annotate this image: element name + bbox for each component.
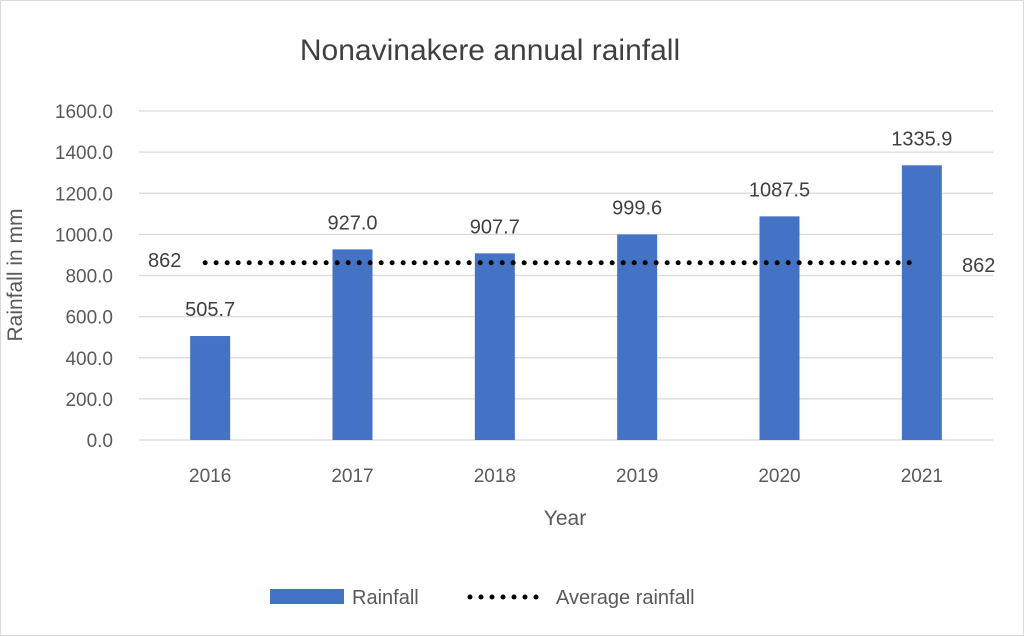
bar-2016 bbox=[190, 336, 231, 440]
y-tick-label-1: 200.0 bbox=[65, 390, 113, 411]
x-tick-label-2020: 2020 bbox=[758, 466, 800, 487]
bar-label-2017: 927.0 bbox=[327, 212, 377, 234]
x-tick-label-2019: 2019 bbox=[616, 466, 658, 487]
y-axis-label: Rainfall in mm bbox=[4, 208, 27, 341]
legend: Rainfall Average rainfall bbox=[270, 587, 695, 609]
bar-2018 bbox=[474, 253, 515, 440]
x-tick-label-2017: 2017 bbox=[331, 466, 373, 487]
chart-title: Nonavinakere annual rainfall bbox=[300, 34, 680, 67]
bar-2021 bbox=[901, 165, 942, 441]
legend-rainfall-label: Rainfall bbox=[352, 587, 419, 609]
x-axis-label: Year bbox=[544, 507, 586, 530]
bar-label-2020: 1087.5 bbox=[749, 179, 810, 201]
bars bbox=[190, 165, 942, 441]
average-label-left: 862 bbox=[148, 250, 181, 272]
average-label-right: 862 bbox=[962, 255, 995, 277]
y-tick-label-4: 800.0 bbox=[65, 267, 113, 288]
bar-data-labels: 505.7 927.0 907.7 999.6 1087.5 1335.9 bbox=[185, 128, 952, 321]
bar-2020 bbox=[759, 216, 800, 440]
y-tick-label-2: 400.0 bbox=[65, 349, 113, 370]
legend-rainfall-swatch bbox=[270, 589, 344, 604]
bar-label-2021: 1335.9 bbox=[891, 128, 952, 150]
average-line: 862 862 bbox=[148, 250, 995, 277]
gridlines bbox=[139, 110, 993, 441]
bar-2017 bbox=[332, 249, 373, 440]
y-tick-label-6: 1200.0 bbox=[55, 184, 113, 205]
x-tick-labels: 2016 2017 2018 2019 2020 2021 bbox=[189, 466, 943, 487]
y-tick-label-8: 1600.0 bbox=[55, 102, 113, 123]
y-tick-label-0: 0.0 bbox=[87, 431, 113, 452]
y-tick-label-5: 1000.0 bbox=[55, 225, 113, 246]
bar-label-2018: 907.7 bbox=[470, 216, 520, 238]
legend-average-label: Average rainfall bbox=[556, 587, 695, 609]
y-tick-label-3: 600.0 bbox=[65, 308, 113, 329]
y-tick-labels: 0.0 200.0 400.0 600.0 800.0 1000.0 1200.0 1400.… bbox=[55, 102, 113, 452]
bar-label-2019: 999.6 bbox=[612, 197, 662, 219]
x-tick-label-2018: 2018 bbox=[474, 466, 516, 487]
bar-label-2016: 505.7 bbox=[185, 299, 235, 321]
x-tick-label-2021: 2021 bbox=[901, 466, 943, 487]
x-tick-label-2016: 2016 bbox=[189, 466, 231, 487]
bar-2019 bbox=[617, 234, 658, 440]
y-tick-label-7: 1400.0 bbox=[55, 143, 113, 164]
